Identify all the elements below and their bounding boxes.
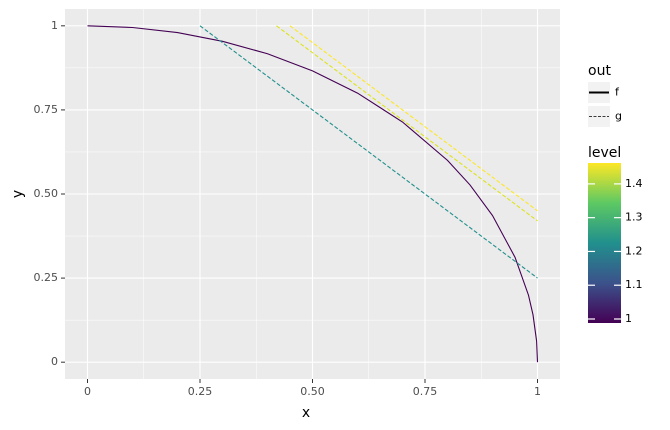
colorbar-label: 1.4 xyxy=(625,177,643,190)
x-axis-title: x xyxy=(302,405,310,421)
colorbar-title: level xyxy=(588,145,621,161)
y-axis-title: y xyxy=(10,190,26,198)
colorbar xyxy=(588,163,621,323)
colorbar-label: 1.2 xyxy=(625,244,643,257)
x-tick-label: 0.75 xyxy=(413,385,438,398)
y-tick-label: 1 xyxy=(51,19,58,32)
colorbar-label: 1.1 xyxy=(625,278,643,291)
x-tick-label: 0 xyxy=(84,385,91,398)
legend-label: g xyxy=(615,110,622,123)
y-tick-label: 0 xyxy=(51,355,58,368)
x-tick-label: 0.25 xyxy=(188,385,213,398)
colorbar-label: 1 xyxy=(625,312,632,325)
legend-label: f xyxy=(615,86,620,99)
legend-title: out xyxy=(588,63,611,79)
x-tick-label: 1 xyxy=(534,385,541,398)
series-line xyxy=(276,25,538,222)
x-tick-label: 0.50 xyxy=(300,385,325,398)
series-line xyxy=(87,25,539,363)
series-line xyxy=(199,25,538,279)
y-tick-label: 0.75 xyxy=(34,103,59,116)
y-tick-label: 0.50 xyxy=(34,187,59,200)
series-line xyxy=(289,25,538,212)
colorbar-label: 1.3 xyxy=(625,211,643,224)
y-tick-label: 0.25 xyxy=(34,271,59,284)
